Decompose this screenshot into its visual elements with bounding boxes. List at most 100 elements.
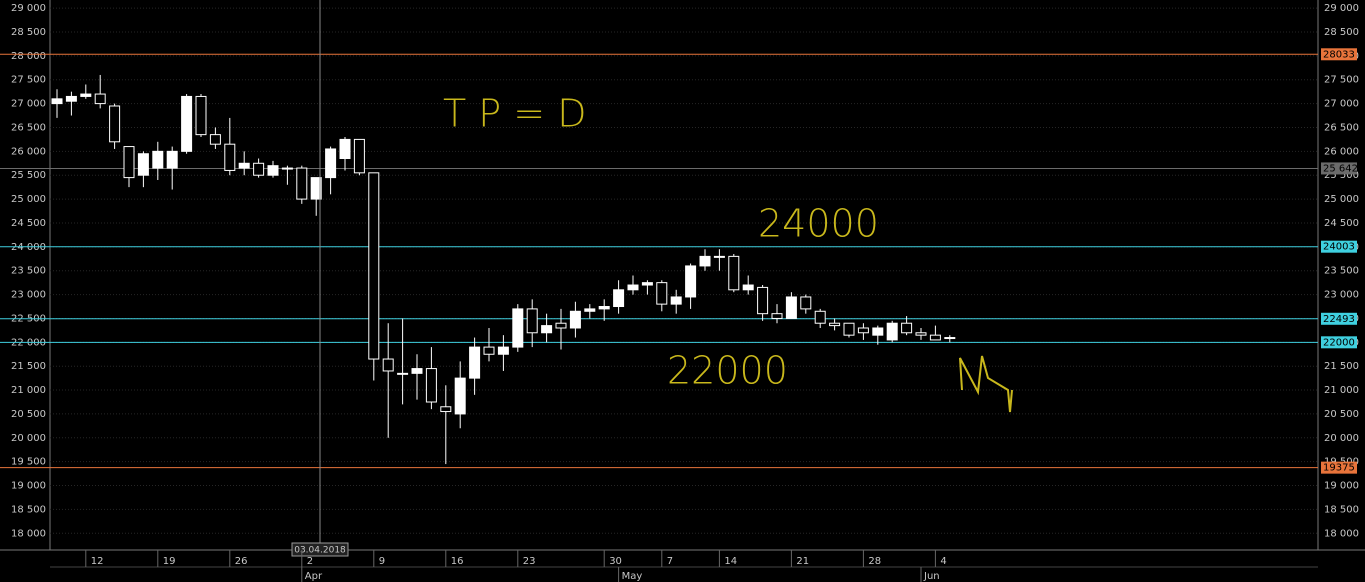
x-tick-label: 26	[235, 556, 248, 567]
candle-body	[641, 282, 653, 286]
y-tick-label: 28 500	[11, 27, 46, 38]
level-label: 19375	[1323, 463, 1355, 474]
candle-body	[713, 255, 725, 258]
y-tick-label: 29 000	[11, 3, 46, 14]
y-tick-label: 18 500	[1324, 504, 1359, 515]
candle-body	[872, 327, 884, 336]
candle-body	[310, 177, 322, 200]
candle-body	[238, 162, 250, 169]
candle-body	[224, 143, 236, 171]
level-label: 22493	[1323, 314, 1355, 325]
level-label: 24003	[1323, 242, 1355, 253]
y-tick-label: 26 500	[1324, 122, 1359, 133]
candle-body	[728, 255, 740, 291]
y-tick-label: 21 500	[11, 361, 46, 372]
month-label: Apr	[305, 571, 323, 582]
y-tick-label: 20 500	[11, 409, 46, 420]
y-tick-label: 24 500	[11, 218, 46, 229]
candle-body	[368, 172, 380, 360]
candle-body	[843, 322, 855, 336]
level-label: 28033	[1323, 49, 1355, 60]
candle-body	[109, 105, 121, 143]
candles	[51, 74, 956, 465]
candle-body	[555, 322, 567, 329]
y-tick-label: 25 500	[11, 170, 46, 181]
candle-body	[829, 322, 841, 327]
candle-body	[627, 284, 639, 291]
level-box	[1321, 48, 1357, 61]
y-tick-label: 26 500	[11, 122, 46, 133]
candle-body	[209, 134, 221, 145]
y-tick-label: 18 500	[11, 504, 46, 515]
candle-body	[454, 377, 466, 415]
candle-body	[512, 308, 524, 348]
candle-body	[411, 368, 423, 374]
candle-body	[541, 325, 553, 334]
x-tick-label: 30	[609, 556, 622, 567]
y-tick-label: 29 000	[1324, 3, 1359, 14]
y-tick-label: 25 000	[1324, 194, 1359, 205]
candle-body	[685, 265, 697, 298]
y-tick-label: 23 500	[11, 266, 46, 277]
y-tick-label: 21 000	[1324, 385, 1359, 396]
y-tick-label: 25 000	[11, 194, 46, 205]
y-tick-label: 20 000	[11, 433, 46, 444]
y-tick-label: 20 500	[1324, 409, 1359, 420]
levels: 28033 25 642 24003 22493 22000 19375	[0, 48, 1358, 474]
candle-body	[800, 296, 812, 310]
candle-body	[656, 282, 668, 305]
x-tick-label: 12	[91, 556, 104, 567]
x-tick-label: 7	[667, 556, 673, 567]
candle-body	[51, 98, 63, 105]
candle-body	[137, 153, 149, 176]
candle-body	[296, 167, 308, 200]
grid: 18 000 18 000 18 500 18 500 19 000 19 000 19 5…	[11, 3, 1359, 539]
y-tick-label: 27 000	[1324, 99, 1359, 110]
y-tick-label: 28 000	[11, 51, 46, 62]
candle-body	[397, 372, 409, 375]
candle-body	[469, 346, 481, 379]
y-tick-label: 23 000	[11, 290, 46, 301]
x-tick-label: 23	[523, 556, 536, 567]
month-label: Jun	[923, 571, 940, 582]
candle-body	[382, 358, 394, 372]
candle-body	[569, 310, 581, 329]
y-tick-label: 27 000	[11, 99, 46, 110]
candle-body	[166, 150, 178, 169]
cursor-label: 03.04.2018	[294, 546, 346, 556]
annotation: 22000	[667, 349, 788, 393]
y-tick-label: 24 000	[11, 242, 46, 253]
x-tick-label: 21	[796, 556, 809, 567]
y-tick-label: 27 500	[1324, 75, 1359, 86]
level-box	[1321, 162, 1357, 175]
candle-body	[253, 162, 265, 176]
level-box	[1321, 336, 1357, 349]
level-box	[1321, 312, 1357, 325]
y-tick-label: 26 000	[11, 146, 46, 157]
candle-body	[785, 296, 797, 319]
drawing	[959, 355, 1013, 413]
candle-body	[944, 337, 956, 340]
candle-body	[497, 346, 509, 355]
cursor-box	[291, 542, 349, 557]
x-tick-label: 19	[163, 556, 176, 567]
candle-body	[353, 138, 365, 174]
candle-body	[814, 310, 826, 324]
candle-body	[915, 332, 927, 336]
y-tick-label: 28 500	[1324, 27, 1359, 38]
y-tick-label: 25 500	[1324, 170, 1359, 181]
level-label: 25 642	[1323, 163, 1358, 174]
y-tick-label: 23 500	[1324, 266, 1359, 277]
candle-body	[598, 306, 610, 310]
y-tick-label: 23 000	[1324, 290, 1359, 301]
y-tick-label: 26 000	[1324, 146, 1359, 157]
candle-body	[94, 93, 106, 105]
y-tick-label: 21 500	[1324, 361, 1359, 372]
candle-body	[613, 289, 625, 308]
month-label: May	[622, 571, 643, 582]
x-tick-label: 2	[307, 556, 313, 567]
y-tick-label: 18 000	[1324, 528, 1359, 539]
candle-body	[339, 138, 351, 160]
